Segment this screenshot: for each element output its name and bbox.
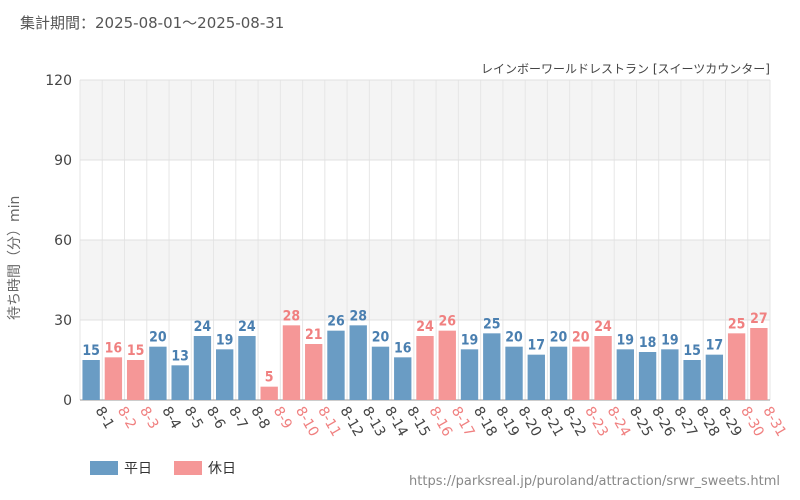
collection-period: 集計期間：2025-08-01～2025-08-31 bbox=[20, 14, 285, 32]
x-tick-label: 8-4 bbox=[158, 404, 183, 432]
bar-value-label: 19 bbox=[661, 332, 679, 348]
x-tick-label: 8-7 bbox=[225, 404, 250, 432]
bar bbox=[705, 354, 724, 400]
bar-value-label: 27 bbox=[750, 311, 768, 327]
legend: 平日 休日 bbox=[90, 458, 236, 478]
bar bbox=[549, 346, 568, 400]
bar-value-label: 19 bbox=[216, 332, 234, 348]
bar bbox=[260, 386, 278, 400]
bar bbox=[527, 354, 545, 400]
bar bbox=[104, 357, 123, 400]
legend-item-weekday: 平日 bbox=[90, 458, 152, 478]
legend-label-holiday: 休日 bbox=[208, 461, 236, 477]
bar bbox=[193, 336, 212, 400]
bar-value-label: 16 bbox=[394, 340, 412, 356]
bar bbox=[594, 336, 612, 400]
bar-value-label: 20 bbox=[505, 330, 523, 346]
bar-value-label: 5 bbox=[265, 370, 274, 386]
bar bbox=[149, 346, 167, 400]
bar-value-label: 28 bbox=[349, 308, 367, 324]
bar-value-label: 16 bbox=[105, 340, 123, 356]
bar bbox=[349, 325, 367, 400]
weekday-swatch bbox=[90, 461, 118, 475]
x-tick-label: 8-2 bbox=[114, 404, 139, 432]
legend-item-holiday: 休日 bbox=[174, 458, 236, 478]
bar-value-label: 19 bbox=[461, 332, 479, 348]
bar-value-label: 20 bbox=[372, 330, 390, 346]
x-tick-label: 8-9 bbox=[270, 404, 295, 432]
x-tick-label: 8-8 bbox=[247, 404, 272, 432]
bar-value-label: 17 bbox=[528, 338, 546, 354]
bar bbox=[215, 349, 234, 400]
y-tick-label: 120 bbox=[45, 73, 72, 89]
y-tick-label: 60 bbox=[54, 233, 72, 249]
bar-value-label: 26 bbox=[438, 314, 456, 330]
x-tick-label: 8-5 bbox=[181, 404, 206, 432]
y-tick-label: 90 bbox=[54, 153, 72, 169]
bar-value-label: 18 bbox=[639, 335, 657, 351]
holiday-swatch bbox=[174, 461, 202, 475]
bar-value-label: 28 bbox=[283, 308, 301, 324]
x-tick-label: 8-31 bbox=[759, 404, 789, 440]
bar bbox=[616, 349, 635, 400]
bar-value-label: 15 bbox=[127, 343, 145, 359]
bar bbox=[661, 349, 679, 400]
bar bbox=[572, 346, 590, 400]
bar bbox=[394, 357, 412, 400]
bar-value-label: 24 bbox=[194, 319, 212, 335]
bar bbox=[282, 325, 301, 400]
bar-value-label: 15 bbox=[683, 343, 701, 359]
x-tick-label: 8-3 bbox=[136, 404, 161, 432]
bar-value-label: 19 bbox=[617, 332, 635, 348]
chart-subtitle: レインボーワールドレストラン [スイーツカウンター] bbox=[481, 62, 770, 76]
legend-label-weekday: 平日 bbox=[124, 461, 152, 477]
bar bbox=[438, 330, 456, 400]
bar bbox=[305, 344, 323, 400]
bar-value-label: 20 bbox=[572, 330, 590, 346]
bar-value-label: 25 bbox=[728, 316, 746, 332]
bar bbox=[460, 349, 479, 400]
bar bbox=[371, 346, 390, 400]
bar bbox=[82, 360, 100, 400]
bar bbox=[505, 346, 523, 400]
y-tick-label: 0 bbox=[63, 393, 72, 409]
plot-band bbox=[80, 80, 770, 160]
bar bbox=[483, 333, 501, 400]
bar-value-label: 13 bbox=[171, 348, 189, 364]
bar-value-label: 24 bbox=[594, 319, 612, 335]
bar-value-label: 24 bbox=[238, 319, 256, 335]
bar bbox=[126, 360, 145, 400]
bar bbox=[727, 333, 746, 400]
x-tick-label: 8-6 bbox=[203, 404, 228, 432]
bar-value-label: 20 bbox=[550, 330, 568, 346]
bar-value-label: 25 bbox=[483, 316, 501, 332]
bar bbox=[327, 330, 345, 400]
bar bbox=[238, 336, 256, 400]
bar-value-label: 15 bbox=[82, 343, 100, 359]
bar-value-label: 17 bbox=[706, 338, 724, 354]
y-tick-label: 30 bbox=[54, 313, 72, 329]
bar-value-label: 24 bbox=[416, 319, 434, 335]
x-tick-label: 8-1 bbox=[92, 404, 117, 432]
bar bbox=[750, 328, 768, 400]
bar bbox=[416, 336, 434, 400]
bar-value-label: 21 bbox=[305, 327, 323, 343]
plot-band bbox=[80, 240, 770, 320]
bar-value-label: 20 bbox=[149, 330, 167, 346]
bar bbox=[171, 365, 189, 400]
bar-value-label: 26 bbox=[327, 314, 345, 330]
source-url: https://parksreal.jp/puroland/attraction… bbox=[409, 474, 780, 489]
bar bbox=[683, 360, 701, 400]
bar bbox=[638, 352, 657, 400]
